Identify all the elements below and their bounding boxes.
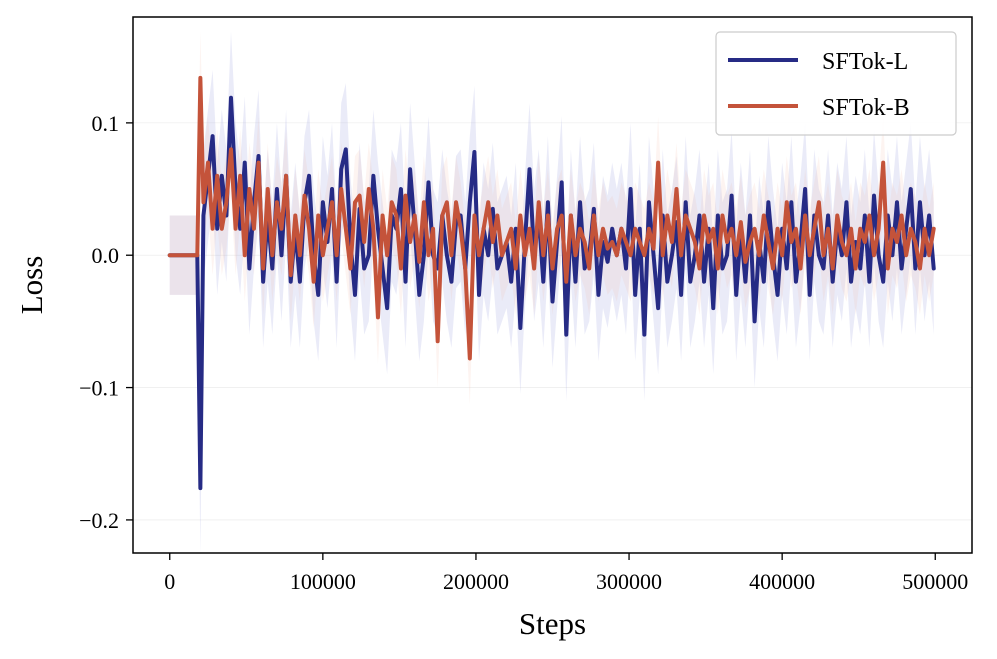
y-axis-title: Loss xyxy=(14,256,49,315)
x-tick-label: 300000 xyxy=(596,569,662,594)
x-axis-title: Steps xyxy=(519,606,586,641)
axis-ticks: −0.2 −0.1 0.0 0.1 0 100000 200000 300000 400000 5… xyxy=(79,111,968,594)
y-tick-label: −0.1 xyxy=(79,376,119,401)
series-lines xyxy=(167,75,936,491)
legend-label-sftok-b: SFTok-B xyxy=(822,95,910,121)
x-tick-label: 500000 xyxy=(902,569,968,594)
series-line-sftok-b xyxy=(167,75,936,361)
x-tick-label: 400000 xyxy=(749,569,815,594)
x-tick-label: 0 xyxy=(164,569,175,594)
x-tick-label: 100000 xyxy=(290,569,356,594)
x-tick-label: 200000 xyxy=(443,569,509,594)
y-tick-label: 0.0 xyxy=(92,243,120,268)
variance-band-sftok-b xyxy=(169,31,934,405)
y-tick-label: −0.2 xyxy=(79,508,119,533)
y-tick-label: 0.1 xyxy=(92,111,120,136)
legend-label-sftok-l: SFTok-L xyxy=(822,49,908,75)
plot-frame xyxy=(132,16,973,554)
legend: SFTok-L SFTok-B xyxy=(715,31,957,136)
legend-box xyxy=(715,31,957,136)
